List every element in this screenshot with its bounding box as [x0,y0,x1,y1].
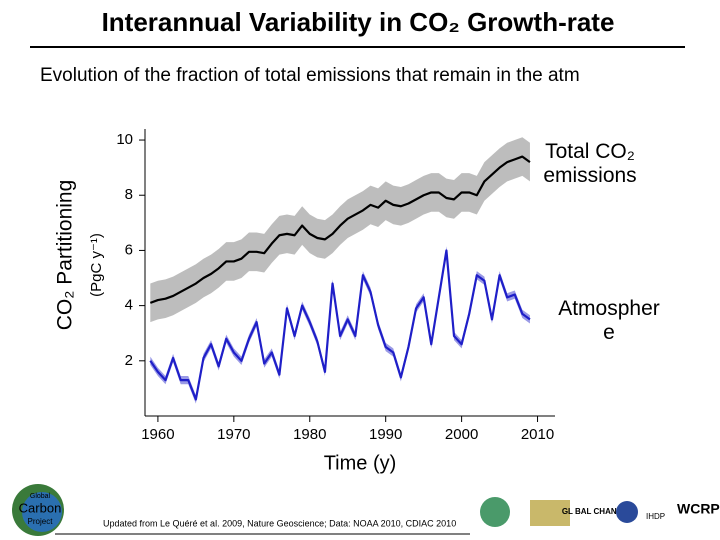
y-tick-label: 8 [125,186,133,203]
logo-globe-inner [22,492,62,532]
series-label: Atmosphere [558,297,660,344]
logo-text: Project [28,517,54,526]
logo [616,501,638,523]
logo-text: IHDP [646,512,665,521]
y-tick-label: 4 [125,297,133,314]
y-tick-label: 6 [125,241,133,258]
y-axis-unit: (PgC y⁻¹) [88,233,105,297]
logo-text: Global [30,493,51,500]
x-axis-label: Time (y) [324,452,397,474]
logo-text: Carbon [19,500,62,515]
x-tick-label: 1990 [369,426,402,443]
y-tick-label: 2 [125,352,133,369]
logo-text: WCRP [677,501,720,517]
y-axis-label: CO₂ Partitioning [54,180,77,331]
logo-left: Global Carbon Project [12,484,64,536]
x-tick-label: 1960 [141,426,174,443]
subtitle: Evolution of the fraction of total emiss… [40,65,580,86]
x-tick-label: 1980 [293,426,326,443]
series-line [149,155,531,304]
logo [530,500,570,526]
logos-right: GL BAL CHANGE IHDP WCRP [480,497,720,527]
logo-text: GL BAL CHANGE [562,507,629,516]
x-tick-label: 1970 [217,426,250,443]
x-tick-label: 2000 [445,426,478,443]
title: Interannual Variability in CO₂ Growth-ra… [102,7,615,37]
series-label: Total CO₂ emissions [543,140,637,187]
footer: Updated from Le Quéré et al. 2009, Natur… [103,518,456,528]
y-tick-label: 10 [116,131,133,148]
x-tick-label: 2010 [521,426,554,443]
uncertainty-band [150,137,530,323]
series-line [149,249,531,401]
logo [480,497,510,527]
